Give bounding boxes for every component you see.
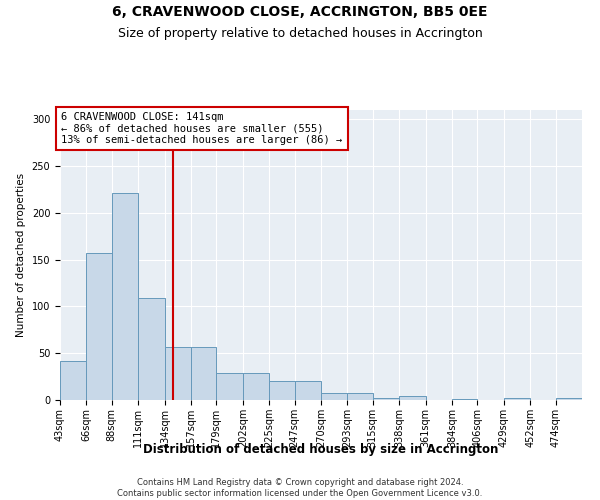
Text: Size of property relative to detached houses in Accrington: Size of property relative to detached ho… — [118, 28, 482, 40]
Bar — [217, 373, 243, 400]
Bar — [321, 394, 347, 400]
Bar — [347, 394, 373, 400]
Bar — [504, 398, 530, 400]
Y-axis label: Number of detached properties: Number of detached properties — [16, 173, 26, 337]
Text: 6 CRAVENWOOD CLOSE: 141sqm
← 86% of detached houses are smaller (555)
13% of sem: 6 CRAVENWOOD CLOSE: 141sqm ← 86% of deta… — [61, 112, 343, 145]
Bar — [86, 253, 112, 400]
Bar — [269, 382, 295, 400]
Text: Contains HM Land Registry data © Crown copyright and database right 2024.
Contai: Contains HM Land Registry data © Crown c… — [118, 478, 482, 498]
Text: Distribution of detached houses by size in Accrington: Distribution of detached houses by size … — [143, 442, 499, 456]
Bar — [138, 298, 164, 400]
Text: 6, CRAVENWOOD CLOSE, ACCRINGTON, BB5 0EE: 6, CRAVENWOOD CLOSE, ACCRINGTON, BB5 0EE — [112, 5, 488, 19]
Bar — [243, 373, 269, 400]
Bar — [164, 346, 191, 400]
Bar — [295, 382, 321, 400]
Bar — [399, 396, 425, 400]
Bar — [373, 398, 399, 400]
Bar — [60, 360, 86, 400]
Bar — [112, 194, 138, 400]
Bar — [452, 399, 478, 400]
Bar — [191, 346, 217, 400]
Bar — [556, 398, 582, 400]
